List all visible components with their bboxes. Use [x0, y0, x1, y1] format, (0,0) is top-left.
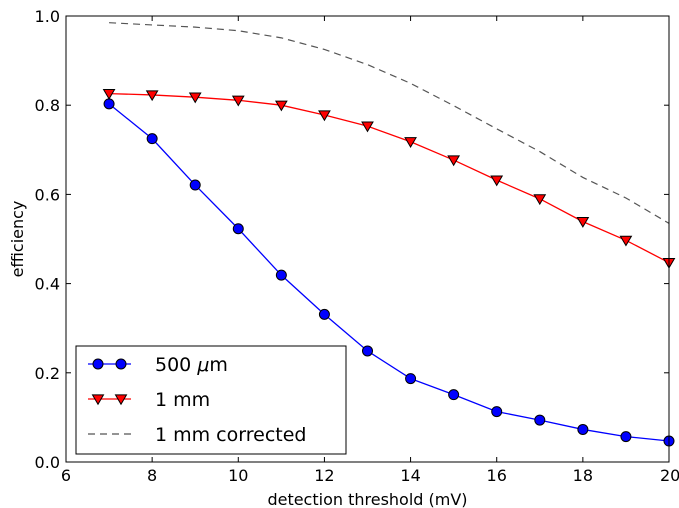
data-point-500-um-14 — [405, 373, 417, 385]
data-point-1-mm-11 — [274, 100, 288, 112]
x-tick-label-20: 20 — [660, 466, 679, 485]
x-tick-label-16: 16 — [487, 466, 507, 485]
data-point-500-um-7 — [103, 98, 115, 110]
legend-entry-1-mm-corrected: 1 mm corrected — [88, 424, 306, 446]
data-point-1-mm-9 — [188, 92, 202, 104]
legend-entries: 500 μm 1 mm 1 mm corrected — [88, 354, 306, 446]
data-point-500-um-16 — [491, 406, 503, 418]
data-point-1-mm-7 — [102, 88, 116, 100]
x-tick-labels: 6 8 10 12 14 16 18 20 — [61, 466, 679, 485]
data-point-500-um-19 — [620, 431, 632, 443]
legend-label-1-mm: 1 mm — [155, 389, 210, 411]
data-point-500-um-11 — [275, 269, 287, 281]
data-point-500-um-8 — [146, 133, 158, 145]
data-point-500-um-18 — [577, 423, 589, 435]
x-tick-label-14: 14 — [400, 466, 420, 485]
legend-marker-left-500-um — [92, 358, 104, 370]
legend-label-500-um: 500 μm — [155, 354, 228, 376]
data-point-1-mm-12 — [318, 110, 331, 122]
data-point-1-mm-15 — [447, 155, 461, 167]
y-tick-label-0: 0.0 — [35, 453, 60, 472]
y-tick-label-1: 1.0 — [35, 7, 60, 26]
data-point-1-mm-16 — [490, 175, 504, 187]
series-lines — [108, 22, 670, 442]
data-point-500-um-17 — [534, 414, 546, 426]
y-tick-labels: 0.0 0.2 0.4 0.6 0.8 1.0 — [35, 7, 60, 472]
y-tick-label-0.8: 0.8 — [35, 96, 60, 115]
y-tick-label-0.4: 0.4 — [35, 275, 60, 294]
data-point-500-um-10 — [232, 223, 244, 235]
legend-marker-right-1-mm — [114, 394, 128, 406]
data-point-500-um-12 — [318, 308, 330, 320]
x-tick-label-6: 6 — [61, 466, 71, 485]
x-tick-label-12: 12 — [314, 466, 334, 485]
data-point-1-mm-19 — [619, 235, 633, 247]
data-point-1-mm-8 — [145, 90, 159, 102]
y-tick-label-0.6: 0.6 — [35, 185, 60, 204]
axis-ticks — [65, 15, 670, 463]
x-tick-label-8: 8 — [147, 466, 157, 485]
y-axis-label: efficiency — [8, 201, 27, 278]
y-tick-label-0.2: 0.2 — [35, 364, 60, 383]
data-point-500-um-9 — [189, 179, 201, 191]
legend-entry-500-um: 500 μm — [88, 354, 228, 376]
data-point-1-mm-18 — [576, 216, 590, 228]
data-point-500-um-13 — [362, 345, 373, 357]
data-point-1-mm-10 — [231, 95, 245, 107]
legend: 500 μm 1 mm 1 mm corrected — [75, 345, 347, 455]
data-point-1-mm-17 — [533, 194, 547, 206]
legend-label-1-mm-corrected: 1 mm corrected — [155, 424, 306, 446]
legend-marker-left-1-mm — [91, 394, 105, 406]
data-point-1-mm-13 — [361, 121, 374, 133]
data-point-500-um-15 — [448, 389, 460, 401]
x-axis-label: detection threshold (mV) — [267, 490, 467, 508]
data-point-1-mm-14 — [404, 137, 417, 148]
series-line-500-um — [108, 103, 670, 442]
legend-marker-right-500-um — [115, 358, 127, 370]
legend-entry-1-mm: 1 mm — [88, 389, 210, 411]
series-line-1-mm — [109, 92, 670, 264]
series-line-1-mm-corrected — [109, 22, 670, 224]
x-tick-label-18: 18 — [573, 466, 593, 485]
plot-frame — [65, 15, 670, 463]
x-tick-label-10: 10 — [228, 466, 248, 485]
